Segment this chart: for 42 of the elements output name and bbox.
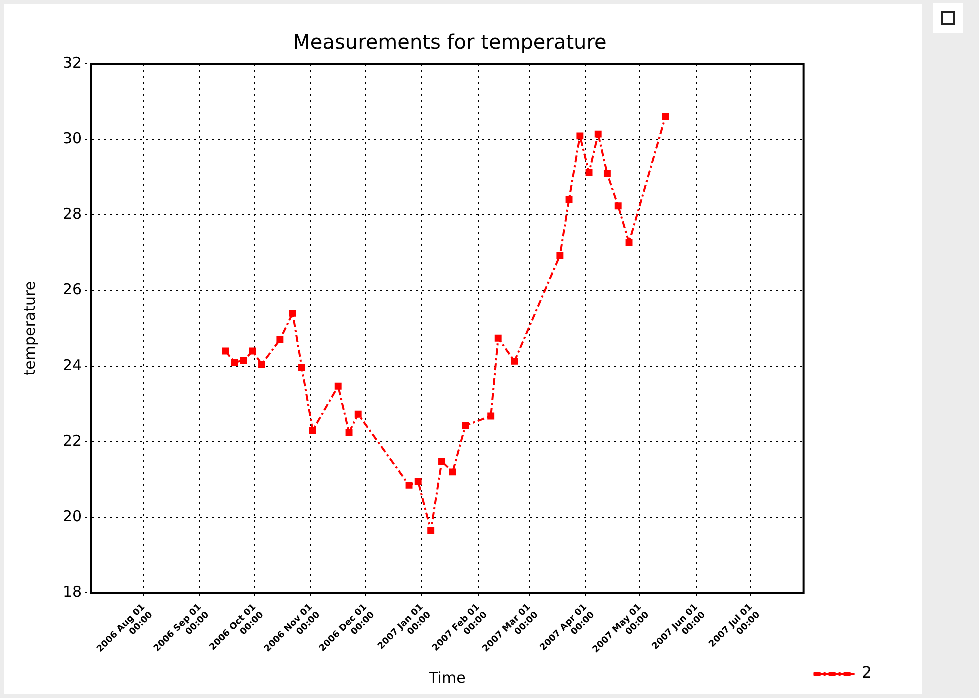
point	[488, 412, 495, 420]
point	[276, 336, 284, 344]
legend-label: 2	[862, 663, 872, 682]
point	[309, 427, 316, 434]
y-axis-title: temperature	[20, 281, 39, 376]
point	[626, 239, 633, 246]
y-tick-label: 30	[62, 129, 82, 148]
y-tick-label: 32	[62, 54, 82, 72]
point	[586, 169, 593, 176]
point	[249, 348, 256, 355]
y-tick-label: 18	[62, 583, 82, 602]
point	[604, 170, 611, 178]
point	[334, 382, 342, 390]
point	[346, 429, 353, 436]
point	[511, 358, 518, 365]
point	[231, 359, 238, 366]
point	[566, 196, 573, 204]
x-axis-title: Time	[428, 668, 466, 687]
chart-title: Measurements for temperature	[293, 30, 607, 54]
point	[414, 478, 422, 486]
point	[494, 334, 502, 342]
point	[594, 130, 602, 138]
point	[449, 468, 456, 476]
point	[556, 252, 564, 260]
y-tick-label: 26	[62, 280, 82, 299]
y-tick-label: 28	[62, 205, 82, 224]
point	[289, 310, 296, 317]
point	[662, 113, 670, 120]
y-tick-label: 22	[62, 432, 82, 450]
point	[428, 527, 435, 534]
point	[406, 482, 413, 489]
point	[258, 361, 266, 368]
point	[354, 410, 362, 418]
point	[438, 458, 446, 466]
y-tick-label: 24	[62, 356, 82, 374]
point	[462, 422, 470, 430]
point	[576, 132, 584, 140]
point	[222, 348, 230, 355]
point	[614, 202, 622, 210]
point	[298, 364, 306, 371]
y-tick-label: 20	[62, 507, 82, 526]
point	[240, 357, 248, 364]
